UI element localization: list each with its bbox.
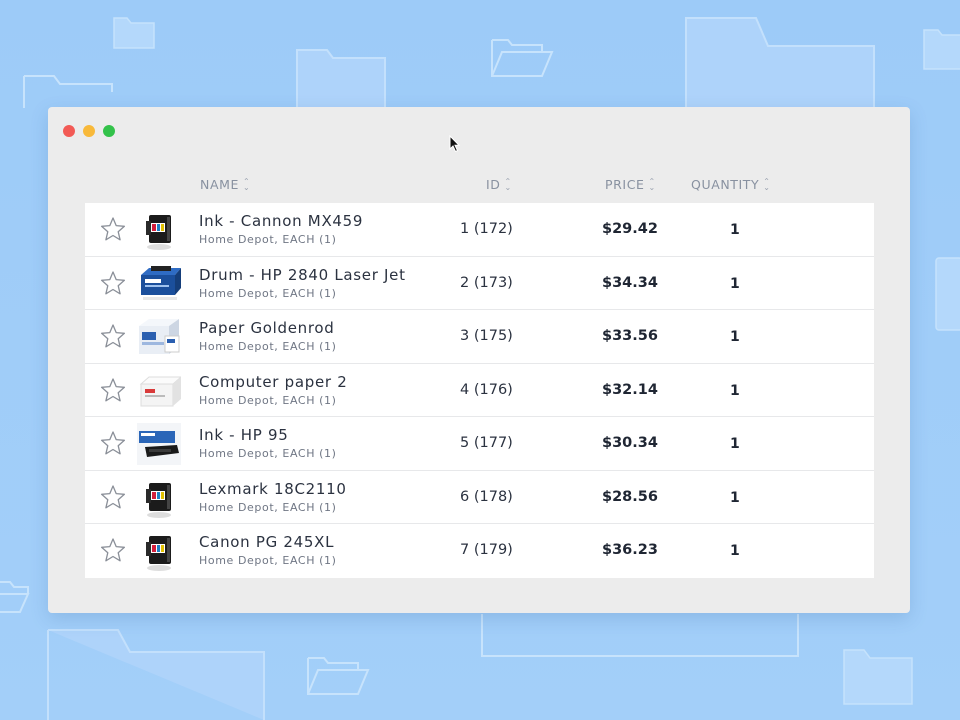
product-quantity[interactable]: 1 <box>730 436 740 452</box>
table-row[interactable]: Ink - HP 95 Home Depot, EACH (1) 5 (177) $3… <box>85 417 874 471</box>
product-price: $29.42 <box>602 221 658 237</box>
app-window: NAME ⌃ ⌄ ID ⌃ ⌄ PRICE ⌃ ⌄ QUANTITY ⌃ ⌄ Ink -… <box>48 107 910 613</box>
table-row[interactable]: Drum - HP 2840 Laser Jet Home Depot, EACH… <box>85 257 874 310</box>
maximize-window-button[interactable] <box>103 125 115 137</box>
product-id: 3 (175) <box>460 328 513 344</box>
product-quantity[interactable]: 1 <box>730 222 740 238</box>
star-icon[interactable] <box>100 270 126 296</box>
product-table: Ink - Cannon MX459 Home Depot, EACH (1) 1 … <box>85 203 874 578</box>
product-source: Home Depot, EACH (1) <box>199 393 337 407</box>
column-header-price-label: PRICE <box>605 177 645 192</box>
product-thumbnail <box>137 263 181 305</box>
sort-icon: ⌃ ⌄ <box>763 176 771 192</box>
product-source: Home Depot, EACH (1) <box>199 233 337 246</box>
background-folder-icon <box>0 578 30 614</box>
background-folder-icon <box>295 46 387 110</box>
product-thumbnail <box>137 209 181 251</box>
background-folder-icon <box>480 612 800 660</box>
table-row[interactable]: Paper Goldenrod Home Depot, EACH (1) 3 (17… <box>85 310 874 364</box>
column-header-name[interactable]: NAME ⌃ ⌄ <box>200 177 250 192</box>
product-name: Canon PG 245XL <box>199 533 335 551</box>
table-row[interactable]: Lexmark 18C2110 Home Depot, EACH (1) 6 (17… <box>85 471 874 524</box>
star-icon[interactable] <box>100 323 126 349</box>
product-id: 7 (179) <box>460 542 513 558</box>
product-price: $36.23 <box>602 542 658 558</box>
product-thumbnail <box>137 477 181 519</box>
product-source: Home Depot, EACH (1) <box>199 554 337 567</box>
product-source: Home Depot, EACH (1) <box>199 286 337 300</box>
background-folder-icon <box>306 654 370 696</box>
sort-icon: ⌃ ⌄ <box>648 176 656 192</box>
table-row[interactable]: Ink - Cannon MX459 Home Depot, EACH (1) 1 … <box>85 203 874 257</box>
column-header-price[interactable]: PRICE ⌃ ⌄ <box>605 177 656 192</box>
close-window-button[interactable] <box>63 125 75 137</box>
product-name: Drum - HP 2840 Laser Jet <box>199 265 406 284</box>
star-icon[interactable] <box>100 537 126 563</box>
background-folder-icon <box>46 628 266 720</box>
product-quantity[interactable]: 1 <box>730 329 740 345</box>
background-folder-icon <box>934 256 960 332</box>
product-name: Lexmark 18C2110 <box>199 479 347 498</box>
product-price: $28.56 <box>602 488 658 505</box>
background-folder-icon <box>684 14 876 110</box>
product-source: Home Depot, EACH (1) <box>199 340 337 353</box>
product-thumbnail <box>137 530 181 572</box>
background-folder-icon <box>922 26 960 72</box>
sort-icon: ⌃ ⌄ <box>504 176 512 192</box>
column-header-name-label: NAME <box>200 177 239 192</box>
product-source: Home Depot, EACH (1) <box>199 447 337 460</box>
product-id: 4 (176) <box>460 381 513 398</box>
star-icon[interactable] <box>100 377 126 403</box>
product-thumbnail <box>137 370 183 412</box>
background-folder-icon <box>113 15 155 49</box>
product-quantity[interactable]: 1 <box>730 543 740 559</box>
background-folder-icon <box>490 36 554 78</box>
window-controls <box>63 125 115 137</box>
minimize-window-button[interactable] <box>83 125 95 137</box>
mouse-cursor-icon <box>449 134 461 158</box>
product-name: Computer paper 2 <box>199 372 348 391</box>
product-price: $33.56 <box>602 328 658 344</box>
product-thumbnail <box>137 423 181 465</box>
table-header: NAME ⌃ ⌄ ID ⌃ ⌄ PRICE ⌃ ⌄ QUANTITY ⌃ ⌄ <box>48 177 910 193</box>
star-icon[interactable] <box>100 216 126 242</box>
product-thumbnail <box>137 316 181 358</box>
star-icon[interactable] <box>100 484 126 510</box>
product-name: Ink - HP 95 <box>199 426 289 444</box>
product-id: 6 (178) <box>460 488 513 505</box>
product-id: 1 (172) <box>460 221 513 237</box>
product-price: $34.34 <box>602 274 658 291</box>
product-price: $32.14 <box>602 381 658 398</box>
product-source: Home Depot, EACH (1) <box>199 500 337 514</box>
table-row[interactable]: Canon PG 245XL Home Depot, EACH (1) 7 (179… <box>85 524 874 578</box>
star-icon[interactable] <box>100 430 126 456</box>
product-id: 2 (173) <box>460 274 513 291</box>
column-header-quantity-label: QUANTITY <box>691 177 760 192</box>
column-header-id-label: ID <box>486 177 501 192</box>
background-folder-icon <box>22 74 122 110</box>
product-quantity[interactable]: 1 <box>730 489 740 506</box>
product-id: 5 (177) <box>460 435 513 451</box>
product-name: Paper Goldenrod <box>199 319 335 337</box>
product-quantity[interactable]: 1 <box>730 382 740 399</box>
column-header-quantity[interactable]: QUANTITY ⌃ ⌄ <box>691 177 771 192</box>
sort-icon: ⌃ ⌄ <box>243 176 251 192</box>
column-header-id[interactable]: ID ⌃ ⌄ <box>486 177 512 192</box>
product-name: Ink - Cannon MX459 <box>199 212 364 230</box>
product-quantity[interactable]: 1 <box>730 275 740 292</box>
table-row[interactable]: Computer paper 2 Home Depot, EACH (1) 4 (1… <box>85 364 874 417</box>
product-price: $30.34 <box>602 435 658 451</box>
background-folder-icon <box>842 646 914 706</box>
